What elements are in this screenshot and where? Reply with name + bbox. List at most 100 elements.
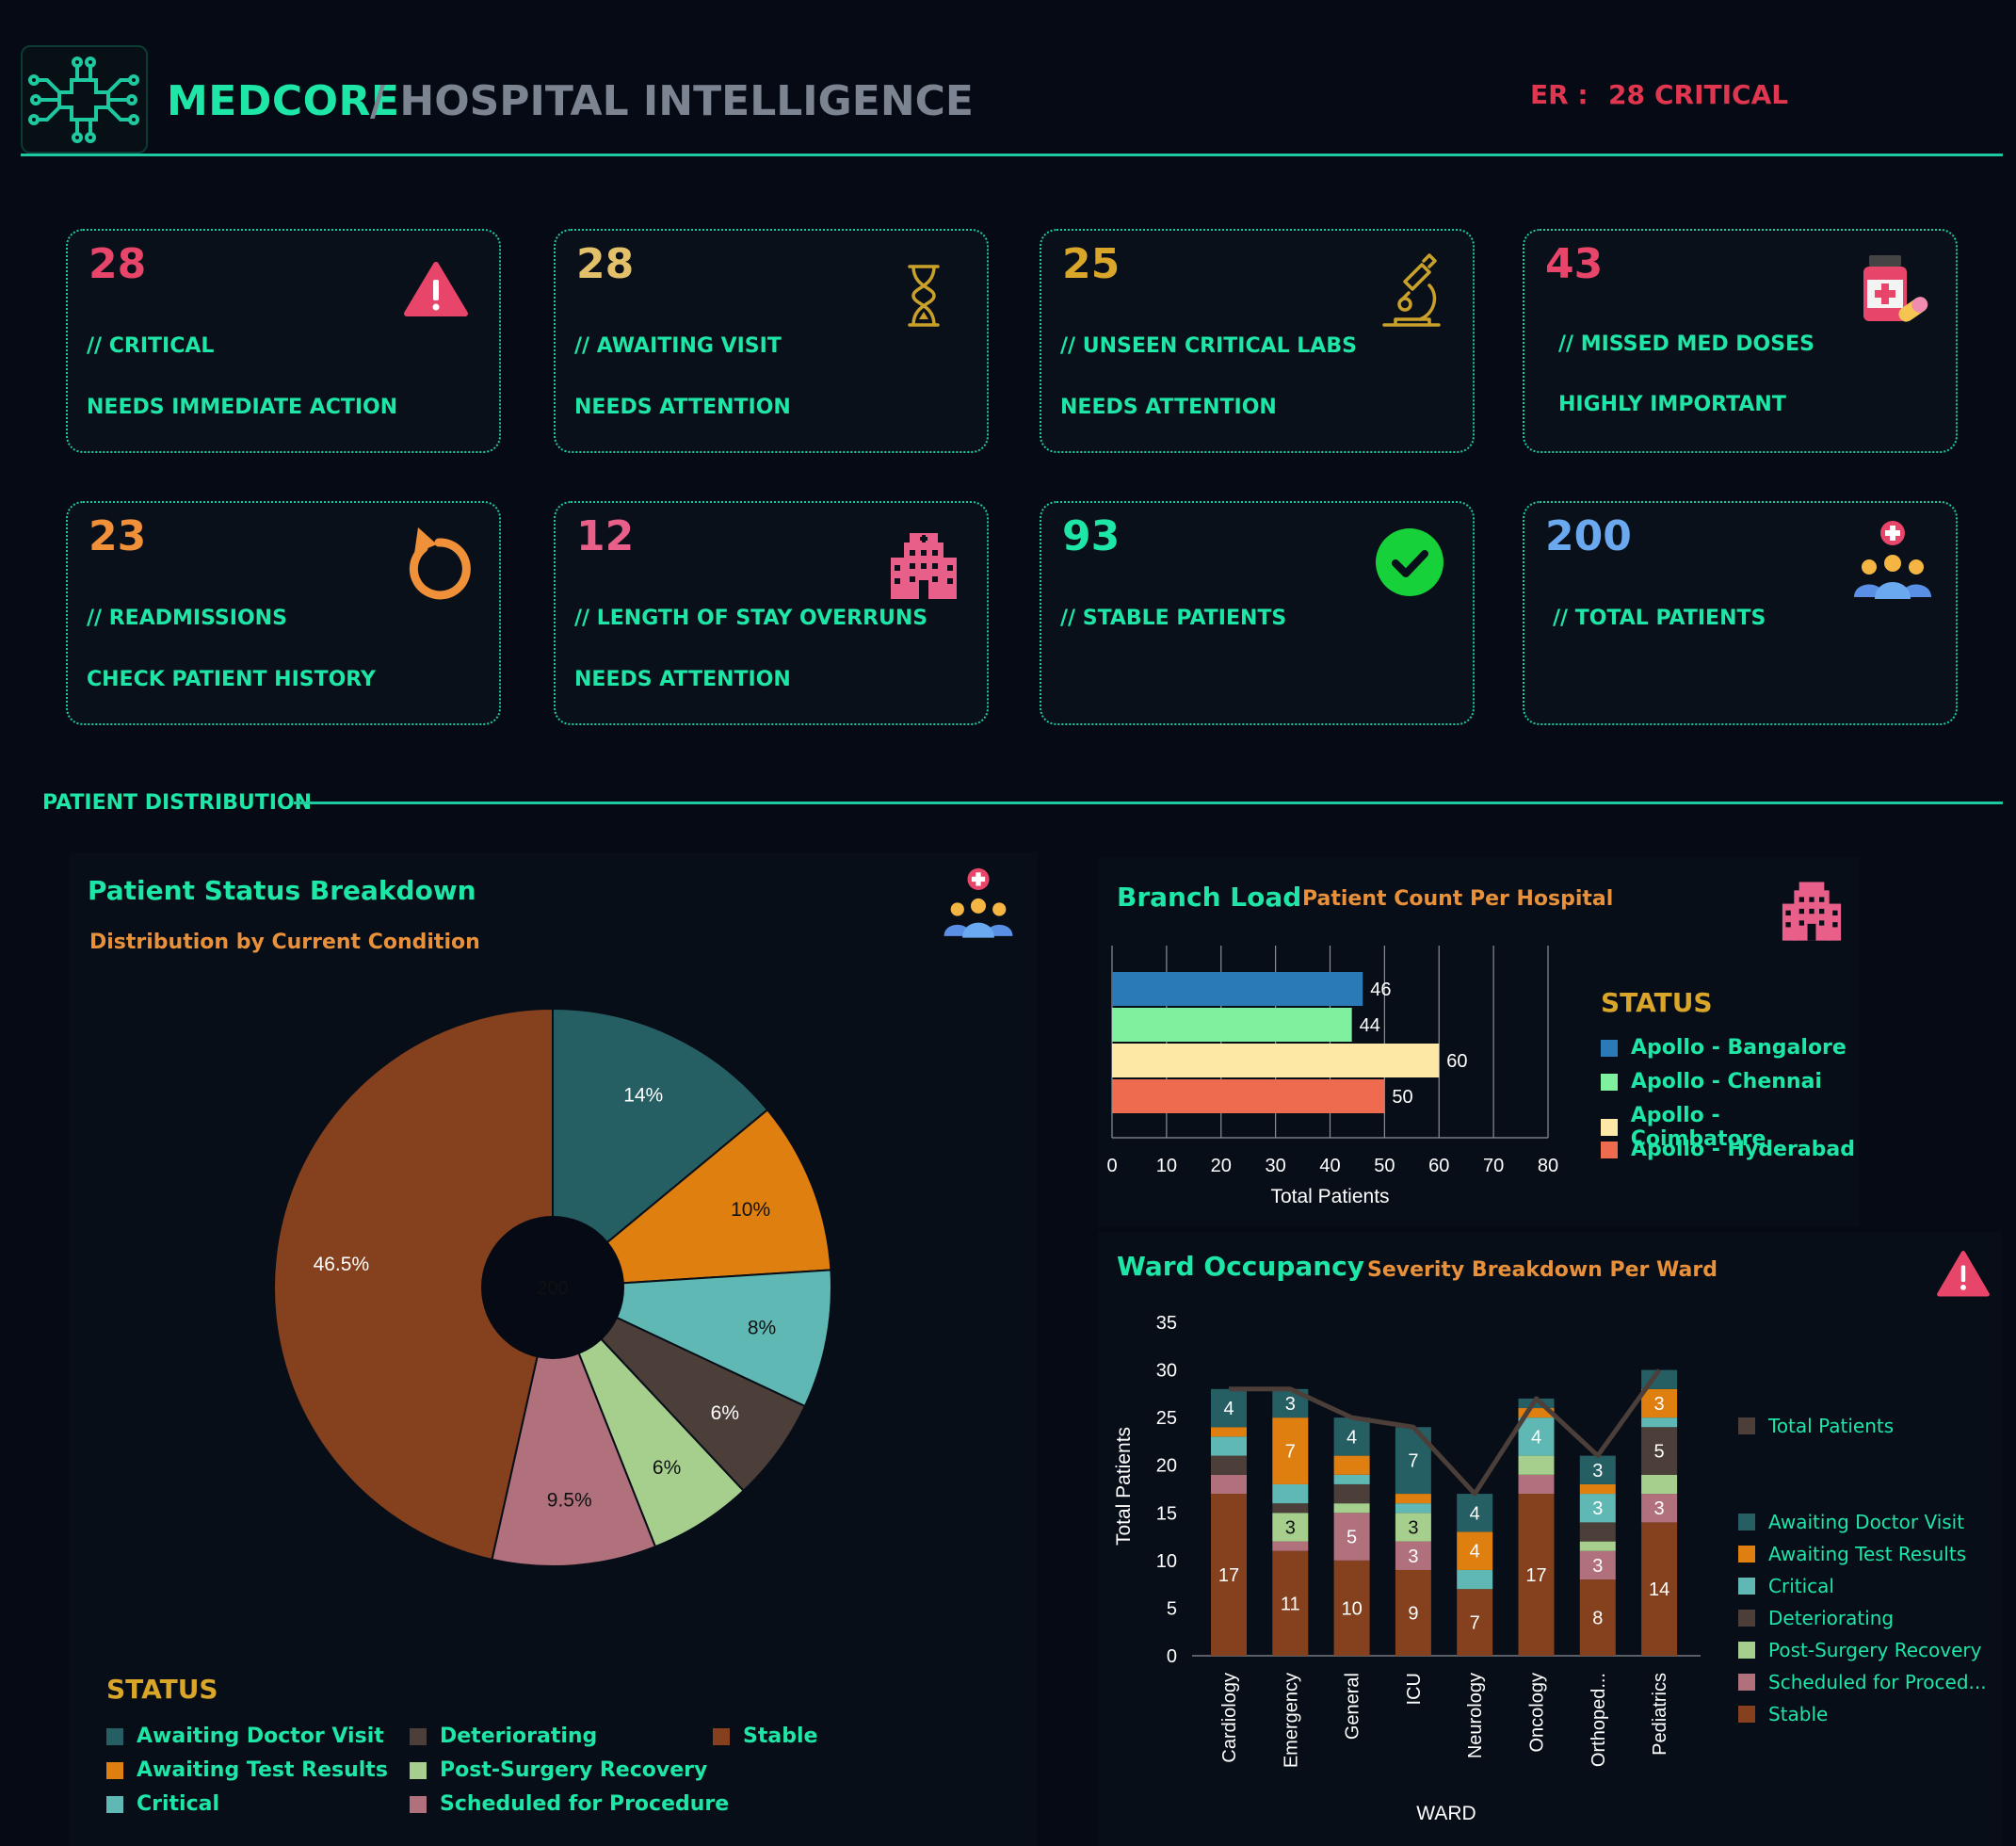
bar-segment-label: 11	[1281, 1594, 1300, 1614]
bar-segment-stable	[1333, 1560, 1370, 1656]
legend-item-apollo-coimbatore[interactable]: Apollo - Coimbatore	[1601, 1104, 1859, 1151]
kpi-card-readmissions[interactable]: 23 // READMISSIONS CHECK PATIENT HISTORY	[66, 501, 501, 725]
legend-item-apollo-chennai[interactable]: Apollo - Chennai	[1601, 1070, 1822, 1093]
kpi-card-stable[interactable]: 93 // STABLE PATIENTS	[1040, 501, 1475, 725]
bar-segment-label: 4	[1470, 1503, 1480, 1524]
legend-swatch	[1738, 1674, 1755, 1691]
kpi-label: // LENGTH OF STAY OVERRUNS	[574, 607, 928, 630]
kpi-card-unseen-labs[interactable]: 25 // UNSEEN CRITICAL LABS NEEDS ATTENTI…	[1040, 229, 1475, 453]
panel-subtitle: Patient Count Per Hospital	[1302, 887, 1614, 911]
kpi-card-awaiting-visit[interactable]: 28 // AWAITING VISIT NEEDS ATTENTION	[554, 229, 989, 453]
legend-label: Awaiting Doctor Visit	[1768, 1511, 1965, 1533]
bar-segment-critical	[1272, 1483, 1309, 1504]
legend-label: Awaiting Doctor Visit	[137, 1725, 384, 1748]
bar-segment-awaiting-test-results	[1272, 1417, 1309, 1484]
bar-segment-scheduled-for-proced	[1211, 1474, 1247, 1495]
legend-swatch	[410, 1761, 427, 1779]
legend-item-post-surgery-recovery[interactable]: Post-Surgery Recovery	[410, 1758, 707, 1782]
bar-segment-label: 3	[1654, 1394, 1665, 1415]
x-axis-label: Total Patients	[1270, 1186, 1389, 1207]
legend-item-awaiting-test-results[interactable]: Awaiting Test Results	[106, 1758, 388, 1782]
legend-label: Scheduled for Proced...	[1768, 1671, 1987, 1693]
donut-hole	[481, 1216, 624, 1359]
panel-title: Ward Occupancy	[1117, 1251, 1365, 1282]
legend-label: Stable	[1768, 1703, 1829, 1725]
bar-segment-critical	[1333, 1474, 1370, 1484]
legend-item-apollo-bangalore[interactable]: Apollo - Bangalore	[1601, 1036, 1847, 1060]
bar-segment-label: 4	[1223, 1399, 1234, 1419]
bar-segment-scheduled-for-proced	[1333, 1513, 1370, 1561]
bar-segment-critical	[1395, 1503, 1431, 1514]
legend-item-awaiting-test-results[interactable]: Awaiting Test Results	[1738, 1543, 1966, 1565]
bar-segment-awaiting-test-results	[1457, 1531, 1493, 1570]
y-tick-label: 30	[1156, 1361, 1177, 1382]
x-tick-label: 60	[1428, 1156, 1449, 1176]
legend-title: STATUS	[106, 1674, 218, 1705]
kpi-value: 28	[576, 240, 635, 288]
legend-item-stable[interactable]: Stable	[713, 1725, 817, 1748]
bar-segment-awaiting-doctor-visit	[1211, 1388, 1247, 1428]
bar-segment-stable	[1641, 1522, 1678, 1656]
legend-item-awaiting-doctor-visit[interactable]: Awaiting Doctor Visit	[106, 1725, 384, 1748]
bar-segment-label: 5	[1347, 1528, 1357, 1548]
bar-apollo-hyderabad	[1112, 1079, 1385, 1113]
legend-swatch	[1601, 1039, 1618, 1057]
bar-value-label: 46	[1370, 980, 1391, 1000]
x-tick-label: Oncology	[1527, 1673, 1548, 1753]
legend-swatch	[1738, 1642, 1755, 1659]
legend-item-awaiting-doctor-visit[interactable]: Awaiting Doctor Visit	[1738, 1511, 1964, 1533]
pie-slice-label: 10%	[731, 1199, 770, 1221]
er-critical-count: 28	[1608, 79, 1645, 110]
kpi-card-total[interactable]: 200 // TOTAL PATIENTS	[1523, 501, 1958, 725]
kpi-value: 200	[1545, 512, 1632, 560]
bar-segment-post-surgery-recovery	[1641, 1474, 1678, 1495]
legend-item-post-surgery-recovery[interactable]: Post-Surgery Recovery	[1738, 1639, 1981, 1661]
bar-segment-scheduled-for-proced	[1641, 1494, 1678, 1523]
legend-item-deteriorating[interactable]: Deteriorating	[410, 1725, 597, 1748]
bar-segment-awaiting-doctor-visit	[1518, 1398, 1555, 1409]
bar-segment-deteriorating	[1579, 1522, 1616, 1542]
legend-swatch	[1738, 1417, 1755, 1434]
legend-item-scheduled-for-proced[interactable]: Scheduled for Proced...	[1738, 1671, 1987, 1693]
microscope-icon	[1382, 253, 1441, 327]
kpi-value: 43	[1545, 240, 1604, 288]
kpi-sublabel: NEEDS IMMEDIATE ACTION	[87, 396, 398, 419]
section-divider	[294, 802, 2003, 804]
legend-item-scheduled-for-procedure[interactable]: Scheduled for Procedure	[410, 1792, 729, 1816]
bar-segment-stable	[1579, 1579, 1616, 1656]
circuit-cross-icon	[28, 57, 139, 143]
y-tick-label: 5	[1167, 1598, 1177, 1619]
kpi-card-critical[interactable]: 28 // CRITICAL NEEDS IMMEDIATE ACTION	[66, 229, 501, 453]
pie-slice-awaiting-test-results	[549, 1108, 832, 1289]
donut-center-label: 200	[537, 1278, 568, 1299]
legend-item-critical[interactable]: Critical	[106, 1792, 219, 1816]
bar-segment-label: 17	[1218, 1565, 1239, 1586]
hourglass-icon	[908, 265, 940, 327]
legend-item-apollo-hyderabad[interactable]: Apollo - Hyderabad	[1601, 1138, 1855, 1161]
bar-apollo-coimbatore	[1112, 1044, 1440, 1077]
y-tick-label: 0	[1167, 1646, 1177, 1667]
bar-segment-critical	[1518, 1417, 1555, 1456]
pie-slice-critical	[552, 1269, 832, 1408]
legend-swatch	[1601, 1073, 1618, 1091]
x-tick-label: 70	[1483, 1156, 1504, 1176]
legend-item-deteriorating[interactable]: Deteriorating	[1738, 1607, 1894, 1629]
kpi-label: // AWAITING VISIT	[574, 334, 782, 358]
bar-segment-label: 3	[1592, 1556, 1603, 1577]
refresh-icon	[409, 527, 471, 600]
legend-item-total-patients-line[interactable]: Total Patients	[1738, 1415, 1894, 1437]
patients-icon	[943, 867, 1013, 938]
legend-item-critical[interactable]: Critical	[1738, 1575, 1834, 1597]
hospital-icon	[1782, 882, 1842, 941]
y-tick-label: 15	[1156, 1503, 1177, 1524]
bar-segment-post-surgery-recovery	[1579, 1541, 1616, 1551]
kpi-value: 28	[89, 240, 147, 288]
legend-item-stable[interactable]: Stable	[1738, 1703, 1828, 1725]
bar-segment-label: 3	[1285, 1394, 1296, 1415]
bar-segment-awaiting-doctor-visit	[1333, 1417, 1370, 1456]
x-tick-label: 10	[1156, 1156, 1177, 1176]
bar-segment-awaiting-doctor-visit	[1579, 1455, 1616, 1484]
kpi-card-los-overruns[interactable]: 12 // LENGTH OF STAY OVERRUNS NEEDS ATTE…	[554, 501, 989, 725]
y-tick-label: 25	[1156, 1408, 1177, 1429]
kpi-card-missed-doses[interactable]: 43 // MISSED MED DOSES HIGHLY IMPORTANT	[1523, 229, 1958, 453]
